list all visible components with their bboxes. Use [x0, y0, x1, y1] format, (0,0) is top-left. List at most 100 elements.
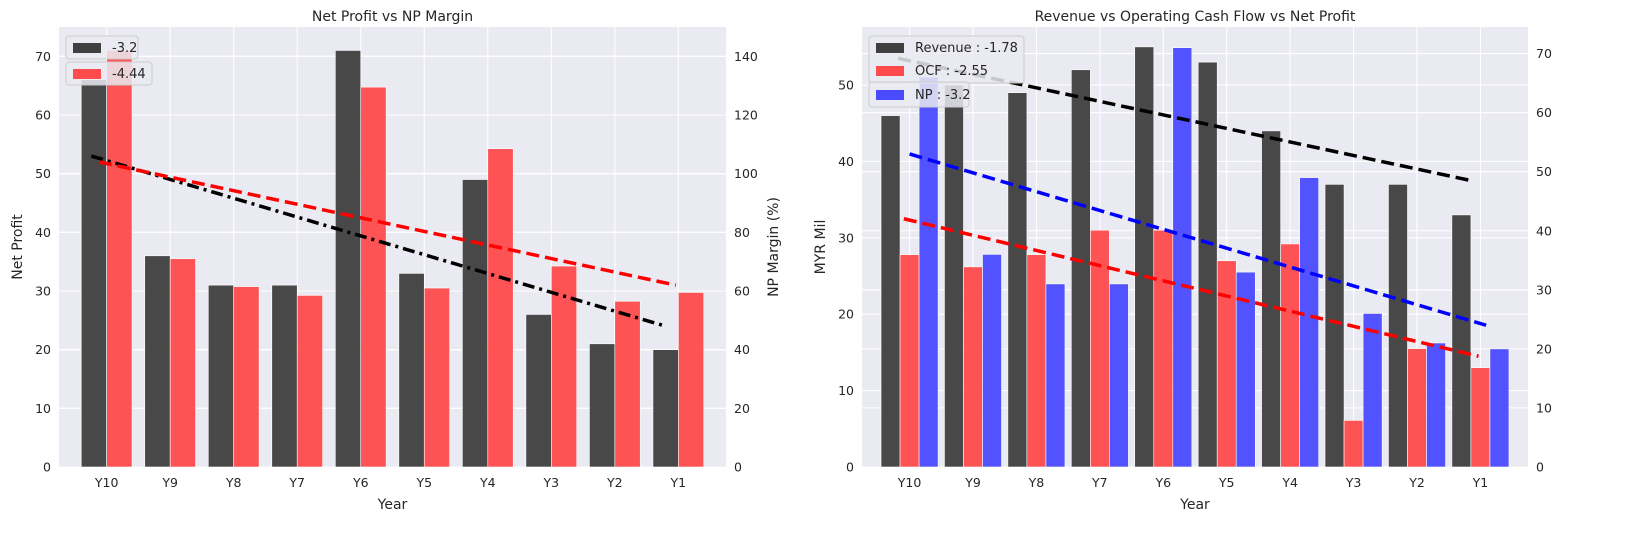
legend-label: -3.2: [112, 41, 137, 56]
y2-tick-label: 10: [1536, 400, 1552, 415]
bar: [944, 84, 964, 468]
bar: [1216, 260, 1237, 468]
legend: Revenue : -1.78 OCF : -2.55 NP : -3.2: [868, 35, 1025, 108]
x-tick-label: Y1: [1472, 475, 1489, 490]
series-1: [106, 50, 705, 468]
bar: [1026, 254, 1047, 468]
chart-title: Revenue vs Operating Cash Flow vs Net Pr…: [1035, 9, 1356, 25]
y2-tick-label: 60: [1536, 105, 1552, 120]
y-tick-label: 0: [43, 460, 51, 475]
y-axis-label: Net Profit: [10, 214, 26, 280]
y2-tick-label: 120: [734, 108, 758, 123]
x-tick-label: Y3: [1345, 475, 1362, 490]
series-0: [880, 46, 1472, 468]
x-tick-label: Y2: [1408, 475, 1425, 490]
bar: [423, 287, 450, 468]
tick-labels: 0 10 20 30 40 50 0 10 20 30 40 50 60 70 Y10 Y9 Y8 Y7 Y6 Y5 Y…: [838, 46, 1552, 490]
y-tick-label: 30: [35, 284, 51, 299]
bar: [1388, 184, 1408, 468]
y2-tick-label: 40: [1536, 223, 1552, 238]
bar: [614, 300, 641, 468]
legend-swatch: [73, 69, 101, 79]
bar: [233, 286, 260, 468]
bar: [1426, 342, 1446, 468]
y2-axis-label: NP Margin (%): [766, 197, 782, 297]
bar: [296, 295, 323, 468]
y2-tick-label: 40: [734, 342, 750, 357]
x-tick-label: Y6: [1154, 475, 1171, 490]
bar: [207, 284, 234, 468]
bar: [982, 254, 1002, 468]
bar: [1343, 420, 1364, 468]
y2-tick-label: 0: [1536, 460, 1544, 475]
bar: [1007, 92, 1028, 468]
y2-tick-label: 100: [734, 166, 758, 181]
y2-tick-label: 30: [1536, 282, 1552, 297]
legend-swatch: [876, 90, 904, 100]
legend-swatch: [876, 66, 904, 76]
y2-tick-label: 20: [1536, 341, 1552, 356]
bar: [1109, 283, 1129, 468]
bar: [963, 266, 983, 468]
x-tick-label: Y6: [352, 475, 369, 490]
bar: [487, 148, 514, 468]
legend-label: Revenue : -1.78: [915, 41, 1018, 56]
bar: [1362, 313, 1383, 468]
bar: [335, 50, 362, 468]
bar: [462, 179, 489, 468]
y2-tick-label: 50: [1536, 164, 1552, 179]
trend-line: [98, 160, 677, 287]
legend-swatch: [73, 43, 101, 53]
x-tick-label: Y8: [225, 475, 242, 490]
bar: [398, 273, 425, 468]
trend-line: [903, 217, 1479, 358]
x-tick-label: Y10: [94, 475, 119, 490]
trend-line: [909, 152, 1487, 327]
y2-tick-label: 20: [734, 401, 750, 416]
bar: [1299, 177, 1319, 468]
x-tick-label: Y1: [670, 475, 687, 490]
x-tick-label: Y5: [1218, 475, 1235, 490]
chart-title: Net Profit vs NP Margin: [312, 9, 473, 25]
bar: [360, 86, 387, 468]
bar: [589, 343, 616, 468]
bar: [1045, 283, 1066, 468]
y2-tick-label: 70: [1536, 46, 1552, 61]
bar: [1235, 271, 1256, 468]
series-0: [80, 50, 679, 468]
bar: [1261, 130, 1281, 468]
bar: [525, 314, 552, 468]
y-tick-label: 10: [838, 383, 854, 398]
bar: [1172, 47, 1193, 468]
bar: [1470, 367, 1491, 468]
legend-box: [65, 35, 139, 60]
y-tick-label: 40: [35, 225, 51, 240]
y-tick-label: 10: [35, 401, 51, 416]
x-tick-label: Y3: [543, 475, 560, 490]
y-tick-label: 20: [838, 307, 854, 322]
x-tick-label: Y10: [897, 475, 922, 490]
y-axis-label: MYR Mil: [813, 220, 829, 275]
bar: [1407, 348, 1427, 468]
bar: [880, 115, 901, 468]
bar: [80, 79, 107, 468]
x-tick-label: Y7: [288, 475, 305, 490]
x-axis-label: Year: [377, 497, 408, 513]
bar: [652, 349, 679, 468]
x-tick-label: Y4: [479, 475, 496, 490]
y-tick-label: 70: [35, 49, 51, 64]
legend-box: [868, 81, 970, 108]
bar: [1153, 229, 1174, 468]
bar: [1451, 214, 1472, 468]
y-tick-label: 40: [838, 154, 854, 169]
bar: [899, 254, 920, 468]
bar: [271, 284, 298, 468]
bar: [169, 258, 196, 468]
x-tick-label: Y9: [964, 475, 981, 490]
bar: [678, 292, 705, 468]
y2-tick-label: 0: [734, 460, 742, 475]
y-tick-label: 20: [35, 342, 51, 357]
chart-net-profit-vs-np-margin: 0 10 20 30 40 50 60 70 0 20 40 60 80 100 120 140 Y10 Y9 Y8…: [10, 9, 782, 513]
bar: [1071, 69, 1091, 468]
y-tick-label: 0: [846, 460, 854, 475]
